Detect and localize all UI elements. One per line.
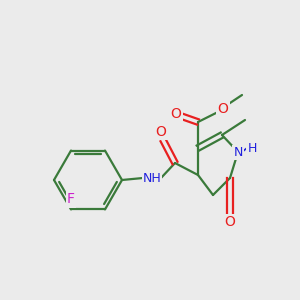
- Text: O: O: [171, 107, 182, 121]
- Text: H: H: [247, 142, 257, 154]
- Text: N: N: [233, 146, 243, 158]
- Text: O: O: [218, 102, 228, 116]
- Text: NH: NH: [142, 172, 161, 184]
- Text: O: O: [225, 215, 236, 229]
- Text: F: F: [67, 192, 75, 206]
- Text: O: O: [156, 125, 167, 139]
